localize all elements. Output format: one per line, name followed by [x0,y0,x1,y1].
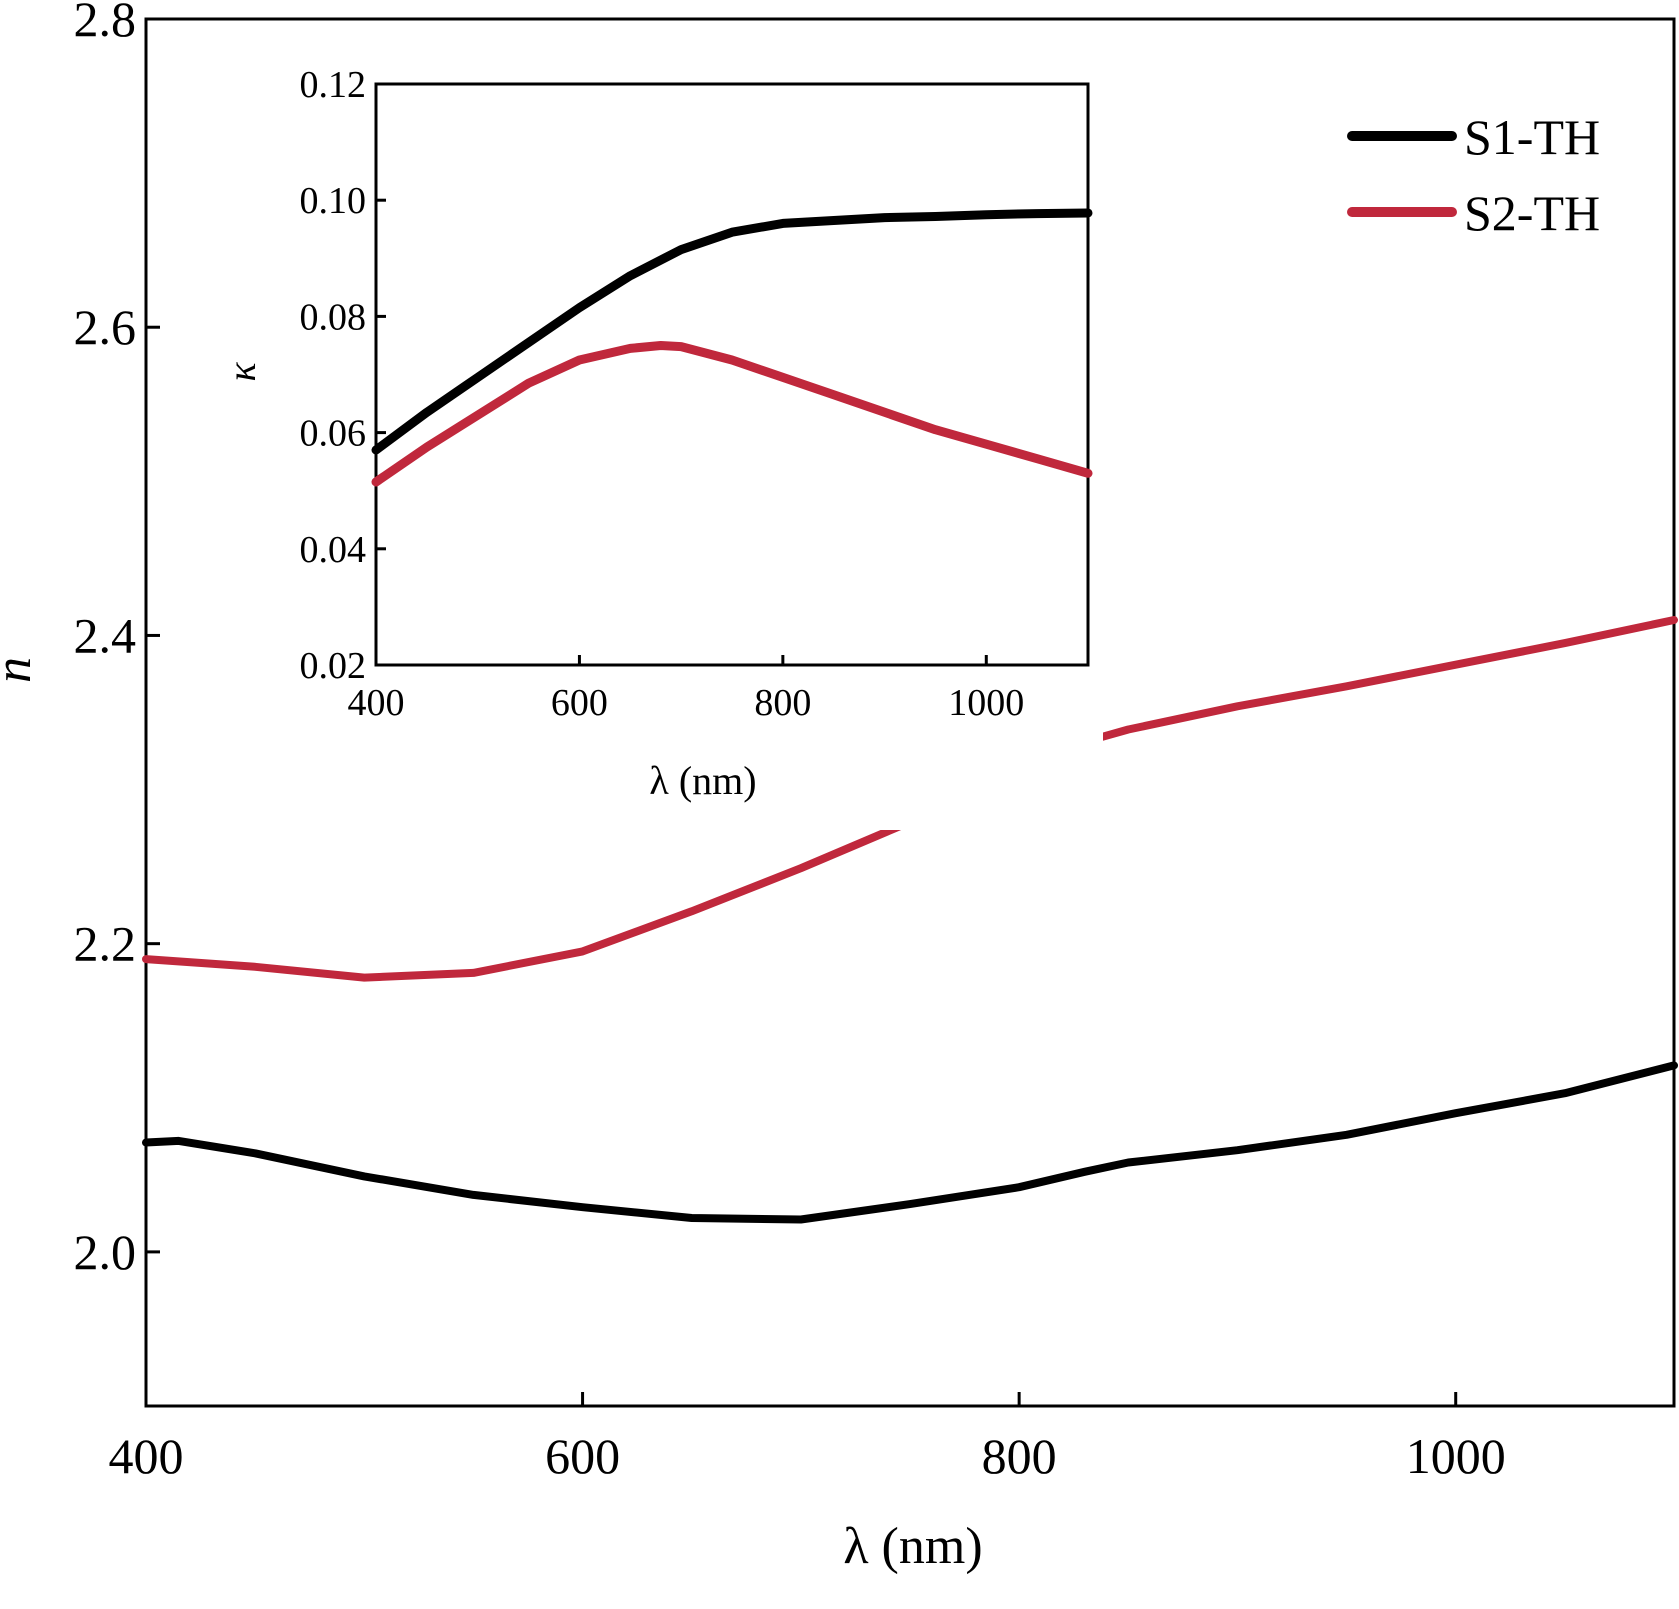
main-x-tick-label: 400 [109,1428,184,1484]
legend-label-s2-th: S2-TH [1464,185,1600,241]
main-x-tick-label: 600 [545,1428,620,1484]
inset-y-tick-label: 0.04 [300,529,367,571]
legend: S1-TH S2-TH [1347,109,1600,241]
main-y-tick-label: 2.6 [74,299,137,355]
main-series-s1-th [142,1061,1678,1224]
inset-x-tick-label: 600 [551,682,608,724]
main-x-tick-label: 1000 [1406,1428,1506,1484]
main-axis-ticks: 400 600 800 1000 2.0 2.2 2.4 2.6 2.8 [74,0,1506,1484]
inset-x-tick-label: 1000 [948,682,1024,724]
inset-series-group [371,208,1093,487]
inset-axis-ticks: 400 600 800 1000 0.02 0.04 0.06 0.08 0.10 0.12 [300,64,1025,724]
inset-series-s2-th [371,341,1093,487]
main-y-tick-label: 2.0 [74,1224,137,1280]
inset-x-tick-label: 800 [754,682,811,724]
main-y-tick-label: 2.4 [74,607,137,663]
main-x-axis-title: λ (nm) [843,1518,982,1575]
inset-x-axis-title: λ (nm) [649,758,756,803]
inset-y-axis-title: κ [219,362,264,382]
inset-plot-frame [374,82,1090,667]
inset-y-tick-label: 0.12 [300,64,367,106]
inset-y-tick-label: 0.02 [300,645,367,687]
main-plot-frame [144,17,1676,1408]
inset-series-s1-th [371,208,1093,455]
main-x-tick-label: 800 [982,1428,1057,1484]
main-y-tick-label: 2.2 [74,916,137,972]
inset-x-tick-label: 400 [348,682,405,724]
legend-label-s1-th: S1-TH [1464,109,1600,165]
main-y-axis-title: n [0,657,42,683]
inset-y-tick-label: 0.10 [300,180,367,222]
main-y-tick-label: 2.8 [74,0,137,47]
inset-y-tick-label: 0.06 [300,413,367,455]
inset-y-tick-label: 0.08 [300,296,367,338]
